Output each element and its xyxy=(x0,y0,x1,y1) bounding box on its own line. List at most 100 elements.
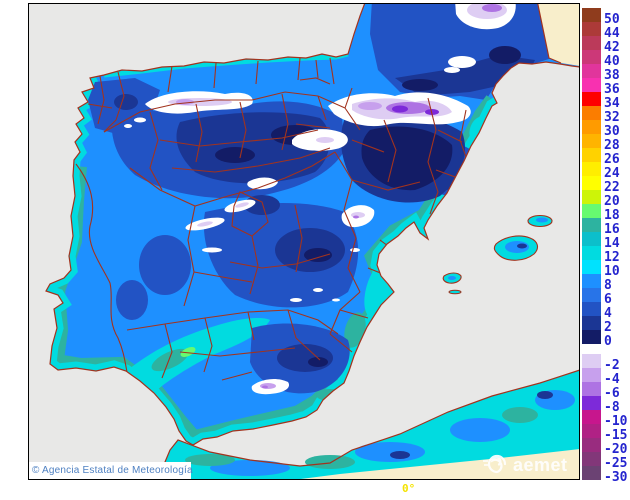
legend-swatch xyxy=(582,330,601,344)
legend-label: -25 xyxy=(604,456,628,471)
legend-swatch xyxy=(582,120,601,134)
legend-label: -8 xyxy=(604,400,620,415)
legend-label: 42 xyxy=(604,40,620,55)
legend-label: -30 xyxy=(604,470,628,485)
snow-areas xyxy=(124,3,516,395)
legend-entry: 20 xyxy=(582,190,630,209)
legend-label: 22 xyxy=(604,180,620,195)
legend-swatch xyxy=(582,92,601,106)
legend-label: -4 xyxy=(604,372,620,387)
legend-label: -15 xyxy=(604,428,628,443)
legend-entry: 18 xyxy=(582,204,630,223)
legend-entry: 36 xyxy=(582,78,630,97)
legend-entry: 2 xyxy=(582,316,630,335)
north-africa xyxy=(159,369,580,480)
legend-entry: -2 xyxy=(582,354,630,373)
legend-label: 0 xyxy=(604,334,612,349)
legend-label: 30 xyxy=(604,124,620,139)
legend-entry: -25 xyxy=(582,452,630,471)
legend-entry: -8 xyxy=(582,396,630,415)
legend-swatch xyxy=(582,218,601,232)
legend-label: 18 xyxy=(604,208,620,223)
legend-entry: 42 xyxy=(582,36,630,55)
aemet-watermark: aemet xyxy=(483,451,568,479)
legend-entry: 38 xyxy=(582,64,630,83)
legend-label: -2 xyxy=(604,358,620,373)
out-of-domain xyxy=(293,3,580,480)
legend-swatch xyxy=(582,466,601,480)
legend-label: 38 xyxy=(604,68,620,83)
legend-entry: -30 xyxy=(582,466,630,485)
legend-swatch xyxy=(582,148,601,162)
province-borders xyxy=(75,57,471,381)
legend-label: 10 xyxy=(604,264,620,279)
legend-label: -20 xyxy=(604,442,628,457)
legend-entry: -10 xyxy=(582,410,630,429)
aemet-brand-text: aemet xyxy=(513,454,568,475)
legend-swatch xyxy=(582,438,601,452)
legend-entry: 24 xyxy=(582,162,630,181)
legend-entry: 28 xyxy=(582,134,630,153)
legend-swatch xyxy=(582,22,601,36)
legend-swatch xyxy=(582,134,601,148)
copyright-text: © Agencia Estatal de Meteorología xyxy=(32,465,193,476)
legend-swatch xyxy=(582,452,601,466)
legend-swatch xyxy=(582,274,601,288)
legend-swatch xyxy=(582,36,601,50)
legend-label: -10 xyxy=(604,414,628,429)
legend-swatch xyxy=(582,288,601,302)
legend-swatch xyxy=(582,8,601,22)
legend-swatch xyxy=(582,396,601,410)
legend-swatch xyxy=(582,316,601,330)
copyright-box: © Agencia Estatal de Meteorología xyxy=(29,462,193,479)
legend-label: 16 xyxy=(604,222,620,237)
legend-swatch xyxy=(582,354,601,368)
legend-entry: 32 xyxy=(582,106,630,125)
legend-entry: -4 xyxy=(582,368,630,387)
legend-swatch xyxy=(582,424,601,438)
legend-label: 44 xyxy=(604,26,620,41)
aemet-spiral-icon xyxy=(483,454,507,474)
legend-swatch xyxy=(582,246,601,260)
legend-swatch xyxy=(582,64,601,78)
legend-swatch xyxy=(582,260,601,274)
legend-label: 34 xyxy=(604,96,620,111)
legend-entry: 44 xyxy=(582,22,630,41)
legend-label: 36 xyxy=(604,82,620,97)
legend-entry: 4 xyxy=(582,302,630,321)
legend-entry: 40 xyxy=(582,50,630,69)
legend-swatch xyxy=(582,204,601,218)
longitude-label: 0° xyxy=(402,482,416,495)
legend-entry: 16 xyxy=(582,218,630,237)
legend-swatch xyxy=(582,190,601,204)
legend-label: 50 xyxy=(604,12,620,27)
legend-label: 14 xyxy=(604,236,620,251)
legend-entry: 26 xyxy=(582,148,630,167)
legend-label: 20 xyxy=(604,194,620,209)
legend-swatch xyxy=(582,410,601,424)
legend-entry: 34 xyxy=(582,92,630,111)
legend-swatch xyxy=(582,50,601,64)
legend-swatch xyxy=(582,176,601,190)
legend-swatch xyxy=(582,368,601,382)
legend-label: -6 xyxy=(604,386,620,401)
legend-entry: 12 xyxy=(582,246,630,265)
legend-swatch xyxy=(582,382,601,396)
legend-swatch xyxy=(582,162,601,176)
coastline xyxy=(45,3,580,446)
legend-label: 32 xyxy=(604,110,620,125)
legend-entry: 10 xyxy=(582,260,630,279)
legend-entry: -20 xyxy=(582,438,630,457)
legend: 50 44 42 40 38 36 34 32 30 28 26 24 22 20 18 16 14 12 10 8 6… xyxy=(582,8,630,485)
legend-label: 24 xyxy=(604,166,620,181)
map-frame xyxy=(28,3,580,480)
legend-entry: 8 xyxy=(582,274,630,293)
legend-label: 40 xyxy=(604,54,620,69)
legend-label: 4 xyxy=(604,306,612,321)
legend-entry: 30 xyxy=(582,120,630,139)
legend-swatch xyxy=(582,78,601,92)
legend-swatch xyxy=(582,106,601,120)
legend-entry: 0 xyxy=(582,330,630,349)
